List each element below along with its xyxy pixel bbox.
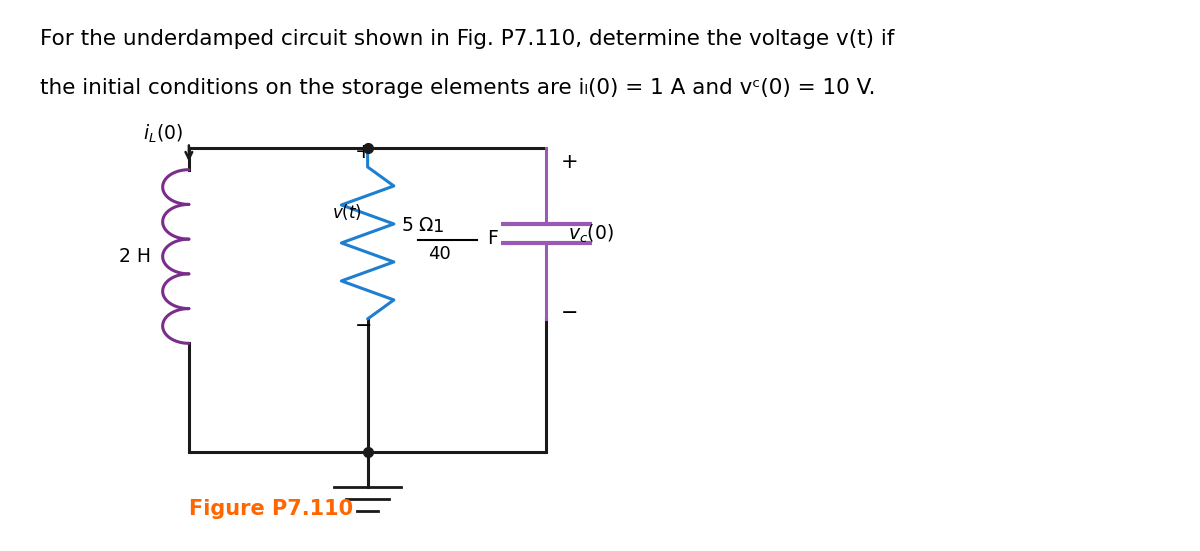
Text: +: + xyxy=(355,142,373,161)
Text: F: F xyxy=(487,229,498,249)
Text: −: − xyxy=(355,316,373,336)
Text: Figure P7.110: Figure P7.110 xyxy=(188,499,353,519)
Text: For the underdamped circuit shown in Fig. P7.110, determine the voltage v(t) if: For the underdamped circuit shown in Fig… xyxy=(40,29,894,50)
Text: $v(t)$: $v(t)$ xyxy=(331,202,361,222)
Text: the initial conditions on the storage elements are iₗ(0) = 1 A and vᶜ(0) = 10 V.: the initial conditions on the storage el… xyxy=(40,78,876,98)
Text: $i_L(0)$: $i_L(0)$ xyxy=(143,123,182,145)
Text: 40: 40 xyxy=(427,245,450,263)
Text: 2 H: 2 H xyxy=(119,247,151,266)
Text: −: − xyxy=(560,304,578,323)
Text: 5 $\Omega$: 5 $\Omega$ xyxy=(401,216,434,235)
Text: +: + xyxy=(560,152,578,171)
Text: $v_c(0)$: $v_c(0)$ xyxy=(568,222,613,245)
Text: 1: 1 xyxy=(433,218,445,236)
